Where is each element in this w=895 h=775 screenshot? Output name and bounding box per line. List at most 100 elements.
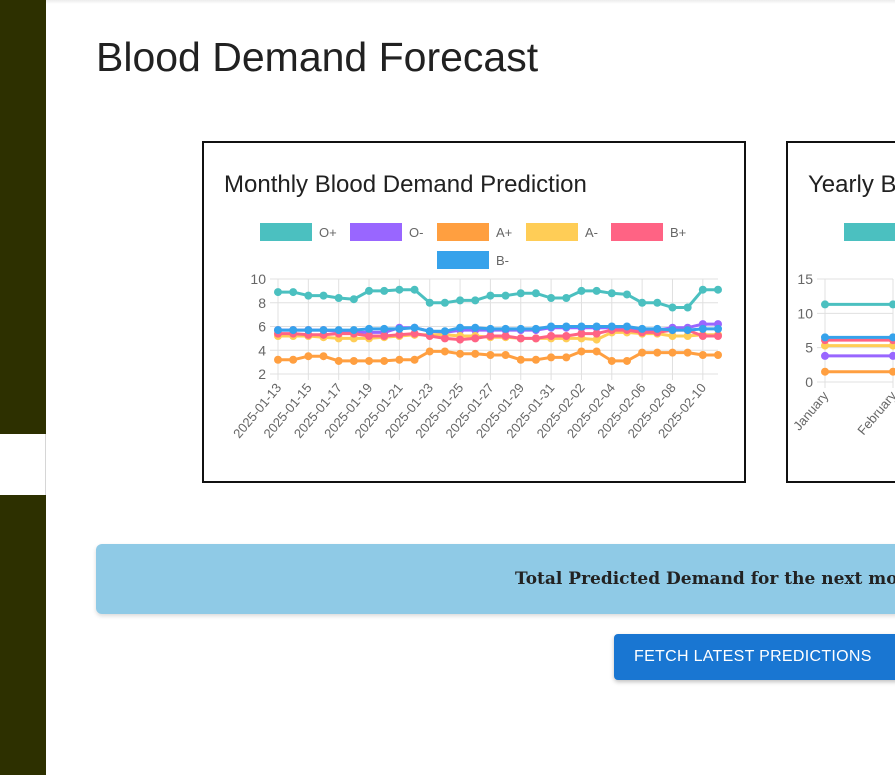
data-point-2 bbox=[889, 367, 895, 376]
data-point-B+ bbox=[395, 330, 404, 339]
data-point-A- bbox=[668, 332, 677, 340]
data-point-O+ bbox=[531, 289, 540, 298]
data-point-O+ bbox=[607, 289, 616, 298]
data-point-2 bbox=[821, 367, 829, 376]
data-point-O+ bbox=[562, 294, 571, 302]
data-point-B- bbox=[516, 324, 525, 333]
fetch-predictions-button[interactable]: FETCH LATEST PREDICTIONS bbox=[614, 634, 895, 680]
data-point-B+ bbox=[531, 334, 540, 343]
legend-label: O+ bbox=[319, 225, 337, 240]
data-point-O+ bbox=[653, 298, 662, 307]
sidebar bbox=[0, 0, 46, 775]
legend-swatch-B+ bbox=[611, 223, 663, 241]
data-point-O+ bbox=[668, 303, 677, 312]
data-point-O+ bbox=[349, 295, 358, 304]
data-point-A+ bbox=[638, 348, 647, 357]
legend-swatch-A+ bbox=[437, 223, 489, 241]
data-point-B+ bbox=[562, 332, 571, 340]
data-point-B+ bbox=[410, 329, 419, 338]
data-point-A+ bbox=[334, 356, 343, 365]
legend-label: A- bbox=[585, 225, 598, 240]
data-point-A+ bbox=[607, 356, 616, 365]
data-point-B- bbox=[501, 324, 510, 333]
data-point-A+ bbox=[365, 356, 374, 365]
data-point-O+ bbox=[471, 296, 480, 305]
data-point-5 bbox=[821, 333, 829, 342]
y-tick-label: 6 bbox=[258, 319, 266, 335]
data-point-O+ bbox=[425, 298, 434, 307]
data-point-A+ bbox=[683, 348, 692, 357]
data-point-B- bbox=[456, 323, 465, 332]
y-tick-label: 5 bbox=[805, 340, 813, 356]
y-tick-label: 4 bbox=[258, 342, 266, 358]
data-point-A+ bbox=[304, 352, 313, 361]
data-point-O+ bbox=[698, 285, 707, 294]
data-point-B- bbox=[577, 322, 586, 331]
data-point-O+ bbox=[592, 286, 601, 295]
legend-swatch-A- bbox=[526, 223, 578, 241]
data-point-O+ bbox=[577, 286, 586, 295]
data-point-B- bbox=[395, 324, 404, 333]
monthly-demand-chart[interactable]: O+ O- A+ A- B+B-2468102025-01-132025-01-1520… bbox=[204, 143, 744, 481]
total-demand-text: Total Predicted Demand for the next mo bbox=[515, 569, 895, 589]
data-point-A+ bbox=[319, 352, 328, 361]
data-point-B- bbox=[319, 326, 328, 335]
data-point-B+ bbox=[456, 335, 465, 344]
data-point-A+ bbox=[622, 356, 631, 365]
data-point-A+ bbox=[714, 351, 722, 359]
x-tick-label: January bbox=[790, 388, 832, 433]
data-point-B- bbox=[547, 322, 556, 331]
data-point-O+ bbox=[440, 298, 449, 307]
y-tick-label: 8 bbox=[258, 295, 266, 311]
data-point-O+ bbox=[501, 291, 510, 300]
data-point-0 bbox=[821, 300, 829, 309]
data-point-O+ bbox=[395, 285, 404, 294]
legend-swatch-O+ bbox=[260, 223, 312, 241]
data-point-O+ bbox=[622, 290, 631, 299]
data-point-B+ bbox=[486, 332, 495, 340]
data-point-B+ bbox=[365, 332, 374, 340]
data-point-A+ bbox=[562, 353, 571, 362]
data-point-O+ bbox=[714, 285, 722, 294]
legend-swatch-O- bbox=[350, 223, 402, 241]
data-point-O+ bbox=[319, 291, 328, 300]
legend-label: B- bbox=[496, 253, 509, 268]
data-point-A+ bbox=[547, 353, 556, 362]
data-point-O+ bbox=[547, 294, 556, 302]
sidebar-active-item[interactable] bbox=[0, 434, 46, 495]
data-point-A+ bbox=[274, 355, 282, 364]
total-demand-banner: Total Predicted Demand for the next mo bbox=[96, 544, 895, 614]
data-point-A+ bbox=[668, 348, 677, 357]
data-point-B- bbox=[425, 327, 434, 336]
data-point-B- bbox=[683, 326, 692, 335]
data-point-B- bbox=[380, 324, 389, 333]
data-point-A+ bbox=[410, 355, 419, 364]
data-point-A+ bbox=[289, 355, 298, 364]
data-point-B- bbox=[334, 326, 343, 335]
data-point-3 bbox=[821, 341, 829, 350]
data-point-A+ bbox=[380, 356, 389, 365]
data-point-A+ bbox=[592, 347, 601, 356]
data-point-O+ bbox=[486, 291, 495, 300]
data-point-0 bbox=[889, 300, 895, 309]
data-point-B- bbox=[668, 326, 677, 335]
data-point-A+ bbox=[471, 349, 480, 358]
page-title: Blood Demand Forecast bbox=[96, 34, 539, 80]
data-point-O+ bbox=[638, 298, 647, 307]
data-point-O+ bbox=[304, 291, 313, 300]
data-point-A+ bbox=[577, 347, 586, 356]
data-point-A- bbox=[683, 332, 692, 340]
data-point-A+ bbox=[456, 349, 465, 358]
series-line-O+ bbox=[278, 288, 718, 309]
y-tick-label: 10 bbox=[250, 271, 266, 287]
data-point-B- bbox=[714, 324, 722, 333]
data-point-A+ bbox=[486, 351, 495, 359]
yearly-demand-chart[interactable]: 0 5 10 15 January February bbox=[788, 143, 895, 481]
data-point-B- bbox=[698, 324, 707, 333]
data-point-B- bbox=[365, 324, 374, 333]
data-point-B- bbox=[410, 323, 419, 332]
legend-label: B+ bbox=[670, 225, 686, 240]
data-point-O+ bbox=[289, 288, 298, 297]
y-tick-label: 0 bbox=[805, 374, 813, 390]
data-point-B- bbox=[289, 326, 298, 335]
